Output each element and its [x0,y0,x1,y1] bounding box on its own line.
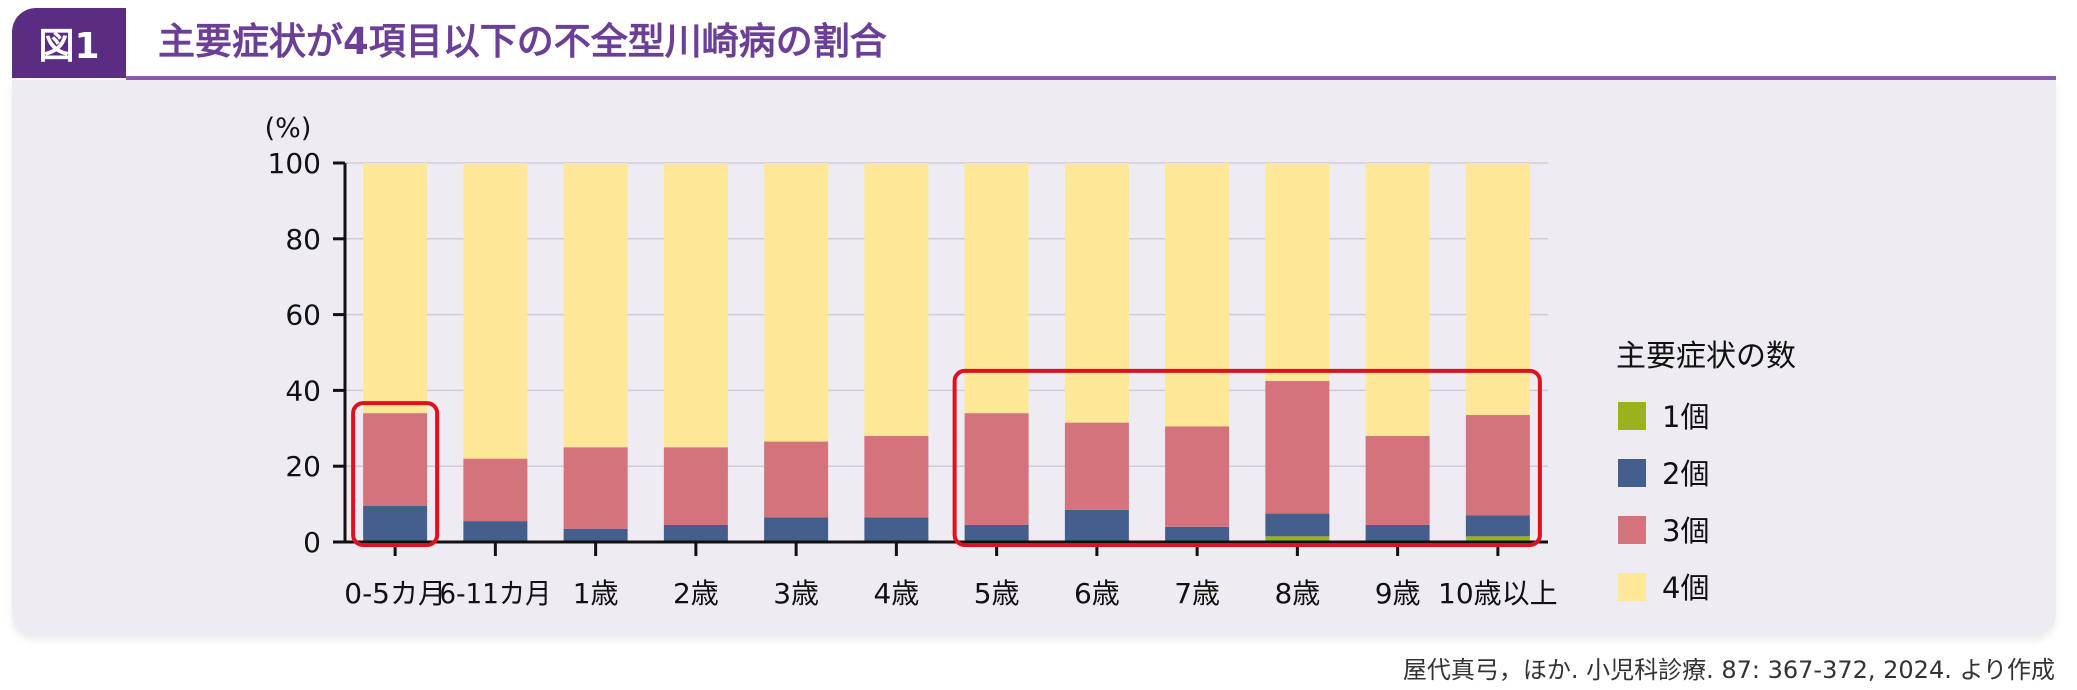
x-tick-label: 6-11カ月 [439,577,551,610]
bar-segment [363,505,428,542]
bar-segment [563,447,628,529]
bar-segment [463,458,528,522]
figure-label: 図1 [38,26,100,67]
source-citation: 屋代真弓，ほか. 小児科診療. 87: 367-372, 2024. より作成 [1402,656,2055,684]
bar-segment [964,413,1029,525]
legend-label: 1個 [1662,400,1709,434]
bar-segment [1165,526,1230,542]
legend-swatch [1618,459,1646,487]
legend-label: 4個 [1662,571,1709,605]
bar-segment [1165,426,1230,527]
bar-segment [1465,163,1530,416]
bar-segment [964,524,1029,542]
y-tick-label: 20 [285,450,321,483]
x-tick-label: 9歳 [1375,577,1421,610]
bar-segment [363,413,428,506]
bar-segment [1465,536,1530,542]
x-tick-label: 1歳 [573,577,619,610]
bar-segment [864,435,929,518]
bar-segment [1265,380,1330,514]
bar-segment [1265,513,1330,537]
bar-segment [864,163,929,436]
legend-swatch [1618,573,1646,601]
bar-segment [663,524,728,542]
bar-segment [1064,163,1129,423]
legend-label: 2個 [1662,457,1709,491]
bar-segment [463,163,528,459]
x-tick-label: 4歳 [873,577,919,610]
bar-segment [764,441,829,518]
bar-segment [563,528,628,542]
y-tick-label: 60 [285,299,321,332]
y-tick-label: 100 [268,147,321,180]
bar-segment [1265,163,1330,381]
title-underline [126,76,2056,80]
bar-segment [1365,435,1430,525]
bar-segment [1064,422,1129,510]
x-tick-label: 6歳 [1074,577,1120,610]
y-tick-label: 0 [303,526,321,559]
highlight-box [351,401,440,548]
bar-segment [1064,509,1129,542]
bar-segment [1265,536,1330,542]
legend-title: 主要症状の数 [1616,339,1796,374]
y-tick-label: 80 [285,223,321,256]
bar-segment [663,447,728,525]
x-tick-label: 5歳 [974,577,1020,610]
bar-segment [1465,415,1530,516]
figure-label-badge: 図1 [12,8,126,78]
bar-segment [764,517,829,542]
bar-segment [1465,515,1530,537]
y-tick-label: 40 [285,374,321,407]
x-tick-label: 7歳 [1174,577,1220,610]
y-axis-label: (%) [265,113,312,144]
bar-segment [663,163,728,448]
chart-title: 主要症状が4項目以下の不全型川崎病の割合 [158,20,887,63]
x-tick-label: 0-5カ月 [344,577,446,610]
x-tick-label: 8歳 [1274,577,1320,610]
bar-segment [463,521,528,542]
legend-swatch [1618,402,1646,430]
bar-segment [964,163,1029,414]
bar-segment [1165,163,1230,427]
highlight-box [952,368,1542,547]
bar-segment [1365,163,1430,436]
bar-segment [1365,524,1430,542]
bar-segment [864,517,929,542]
legend-label: 3個 [1662,514,1709,548]
x-tick-label: 3歳 [773,577,819,610]
x-tick-label: 10歳以上 [1438,577,1558,610]
bar-segment [764,163,829,442]
x-tick-label: 2歳 [673,577,719,610]
bar-segment [363,163,428,414]
bar-segment [563,163,628,448]
legend-swatch [1618,516,1646,544]
